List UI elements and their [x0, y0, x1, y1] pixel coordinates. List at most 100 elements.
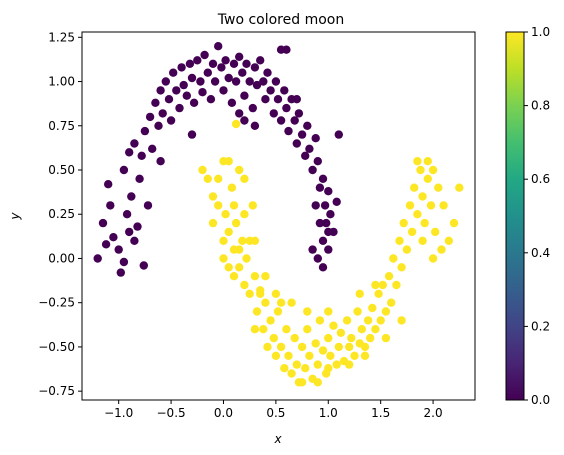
data-point-class-0 [206, 95, 216, 104]
data-point-class-0 [235, 52, 244, 61]
data-point-class-0 [175, 103, 184, 113]
data-point-class-0 [122, 210, 132, 219]
data-point-class-1 [229, 201, 239, 210]
colorbar-tick-label: 0.4 [531, 246, 550, 260]
y-tick-label: 1.00 [48, 75, 75, 89]
data-point-class-0 [280, 86, 289, 95]
data-point-class-0 [219, 86, 228, 95]
data-point-class-1 [368, 303, 377, 313]
data-point-class-0 [166, 116, 176, 125]
data-point-class-1 [263, 342, 272, 352]
data-point-class-0 [263, 68, 272, 77]
data-point-class-1 [371, 325, 380, 334]
data-point-class-0 [332, 197, 341, 206]
data-point-class-1 [428, 254, 438, 263]
data-point-class-0 [308, 165, 317, 175]
data-point-class-0 [259, 77, 268, 86]
data-point-class-1 [224, 263, 233, 272]
data-point-class-1 [240, 174, 249, 183]
data-point-class-0 [292, 139, 301, 148]
data-point-class-1 [428, 165, 438, 175]
data-point-class-0 [235, 109, 244, 118]
data-point-class-0 [164, 95, 174, 104]
data-point-class-0 [130, 139, 139, 148]
data-point-class-1 [376, 316, 385, 325]
data-point-class-1 [271, 289, 281, 298]
data-point-class-0 [200, 50, 209, 60]
data-point-class-0 [227, 98, 237, 108]
data-point-class-0 [106, 201, 115, 210]
data-point-class-0 [238, 68, 247, 77]
data-point-class-0 [189, 98, 199, 108]
data-point-class-1 [444, 236, 453, 245]
data-point-class-0 [250, 121, 260, 130]
data-point-class-0 [313, 157, 322, 166]
data-point-class-1 [203, 174, 212, 183]
data-point-class-0 [318, 174, 328, 183]
data-point-class-0 [248, 103, 257, 113]
data-point-class-1 [405, 201, 415, 210]
data-point-class-1 [287, 369, 296, 378]
data-point-class-0 [109, 233, 118, 242]
data-point-class-0 [324, 227, 333, 237]
data-point-class-1 [357, 325, 366, 334]
data-point-class-1 [347, 333, 356, 343]
data-point-class-1 [345, 342, 354, 352]
data-point-class-0 [145, 112, 155, 122]
colorbar-tick-label: 0.0 [531, 393, 550, 407]
y-tick-label: 0.50 [48, 163, 75, 177]
y-tick-label: 1.25 [48, 30, 75, 44]
data-point-class-1 [250, 272, 260, 281]
data-point-class-0 [116, 268, 126, 277]
data-point-class-1 [240, 210, 249, 219]
data-point-class-1 [395, 236, 404, 245]
data-point-class-0 [266, 86, 275, 95]
colorbar [505, 31, 525, 401]
data-point-class-1 [311, 339, 320, 348]
data-point-class-0 [130, 236, 139, 245]
y-tick-label: 0.75 [48, 119, 75, 133]
data-point-class-1 [214, 174, 223, 183]
data-point-class-0 [250, 63, 260, 72]
data-point-class-0 [303, 121, 312, 130]
data-point-class-0 [311, 201, 320, 210]
data-point-class-1 [413, 157, 422, 166]
data-point-class-0 [318, 263, 328, 272]
data-point-class-0 [313, 254, 322, 263]
data-point-class-1 [397, 316, 406, 325]
x-tick-label: 0.5 [266, 406, 285, 420]
data-point-class-1 [387, 298, 396, 307]
data-point-class-0 [305, 144, 314, 153]
data-point-class-1 [426, 201, 436, 210]
colorbar-tick-label: 0.2 [531, 319, 550, 333]
data-point-class-1 [345, 360, 354, 369]
data-point-class-0 [245, 77, 254, 86]
data-point-class-1 [284, 351, 293, 360]
data-point-class-0 [301, 151, 310, 160]
data-point-class-0 [119, 165, 129, 175]
data-point-class-0 [210, 77, 220, 86]
data-point-class-1 [418, 236, 427, 245]
data-point-class-1 [271, 351, 281, 360]
data-point-class-1 [381, 333, 391, 343]
data-point-class-1 [261, 272, 270, 281]
y-tick-label: 0.25 [48, 207, 75, 221]
data-point-class-1 [360, 342, 370, 352]
data-point-class-1 [449, 218, 459, 228]
data-point-class-0 [271, 77, 281, 86]
data-point-class-0 [273, 95, 283, 104]
data-point-class-1 [231, 119, 241, 129]
data-point-class-1 [324, 307, 333, 316]
data-point-class-0 [315, 218, 325, 228]
x-axis-ticks: −1.0 −0.5 0.0 0.5 1.0 1.5 2.0 [104, 400, 443, 420]
data-point-class-0 [297, 130, 307, 139]
data-point-class-1 [423, 174, 432, 183]
data-point-class-0 [143, 201, 153, 210]
data-point-class-1 [324, 333, 333, 343]
data-point-class-1 [353, 307, 362, 316]
data-point-class-1 [259, 325, 268, 334]
data-point-class-0 [193, 56, 202, 65]
y-axis-label: y [8, 212, 22, 221]
data-point-class-1 [297, 378, 307, 387]
